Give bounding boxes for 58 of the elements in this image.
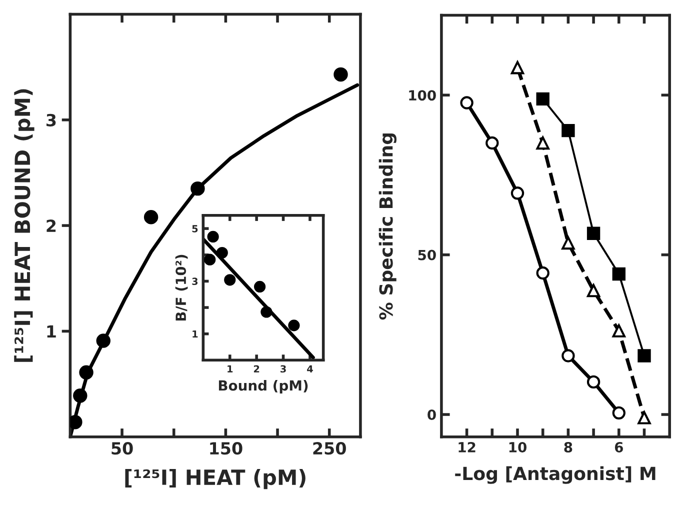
x-tick-label: 4 (307, 365, 313, 372)
y-tick-label: 0 (428, 409, 436, 420)
point (612, 406, 626, 420)
point (536, 136, 550, 150)
point (216, 246, 228, 259)
point (638, 411, 651, 424)
x-tick-label: 2 (254, 365, 260, 372)
point (460, 96, 474, 110)
y-tick-label: 1 (192, 330, 198, 338)
point (510, 186, 524, 200)
y-tick-label: 1 (47, 325, 56, 338)
y-axis-title: [¹²⁵I] HEAT BOUND (pM) (14, 89, 34, 362)
point (334, 67, 348, 82)
y-tick-label: 100 (409, 90, 436, 101)
y-tick-label: 50 (418, 250, 436, 260)
point (486, 136, 499, 150)
point (204, 254, 216, 266)
point (612, 324, 626, 338)
y-tick-label: 3 (192, 278, 198, 286)
point (144, 210, 158, 224)
point (638, 349, 651, 362)
y-tick-label: 3 (46, 114, 56, 126)
point (96, 334, 110, 348)
point (536, 266, 550, 280)
x-axis-title: -Log [Antagonist] M (455, 466, 656, 484)
x-tick-label: 12 (458, 442, 476, 452)
x-tick-label: 1 (228, 365, 233, 372)
point (510, 61, 524, 74)
point (73, 388, 88, 403)
point (207, 230, 219, 243)
point (586, 284, 600, 298)
point (79, 365, 94, 380)
y-tick-label: 5 (192, 225, 198, 232)
point (190, 181, 205, 196)
y-tick-label: 2 (46, 220, 56, 232)
point (586, 226, 600, 240)
x-tick-label: 6 (614, 442, 623, 452)
point (536, 92, 550, 106)
point (562, 124, 575, 138)
point (612, 267, 626, 281)
x-tick-label: 3 (280, 365, 286, 373)
x-tick-label: 8 (564, 442, 572, 452)
point (586, 375, 600, 389)
y-axis-title: % Specific Binding (378, 133, 396, 320)
point (288, 320, 300, 332)
point (562, 349, 575, 362)
x-axis-title: [¹²⁵I] HEAT (pM) (125, 468, 306, 490)
y-axis-title: B/F (10²) (175, 254, 188, 321)
x-axis-title: Bound (pM) (218, 380, 308, 394)
line-series (70, 83, 360, 437)
point (224, 274, 236, 286)
point (562, 236, 575, 250)
x-tick-label: 50 (112, 442, 133, 455)
x-tick-label: 250 (313, 442, 346, 455)
point (260, 306, 272, 318)
point (254, 280, 266, 293)
x-tick-label: 150 (210, 442, 242, 455)
x-tick-label: 10 (509, 442, 526, 452)
